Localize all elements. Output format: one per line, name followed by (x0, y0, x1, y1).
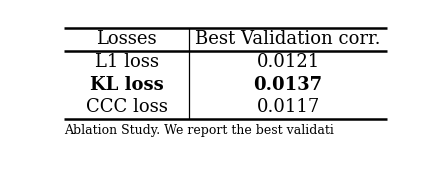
Text: 0.0137: 0.0137 (253, 76, 322, 94)
Text: KL loss: KL loss (90, 76, 164, 94)
Text: CCC loss: CCC loss (85, 98, 168, 116)
Text: Losses: Losses (96, 30, 157, 48)
Text: L1 loss: L1 loss (95, 53, 158, 71)
Text: 0.0117: 0.0117 (256, 98, 319, 116)
Text: 0.0121: 0.0121 (256, 53, 319, 71)
Text: Ablation Study. We report the best validati: Ablation Study. We report the best valid… (64, 124, 334, 137)
Text: Best Validation corr.: Best Validation corr. (195, 30, 381, 48)
